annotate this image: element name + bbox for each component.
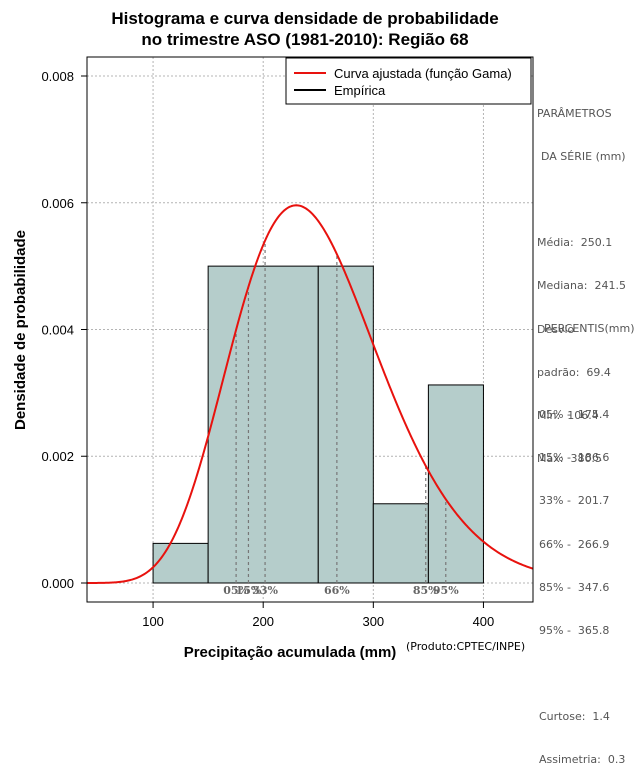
- gamma-curve: [87, 204, 534, 584]
- histogram-bar: [317, 265, 374, 584]
- legend-fitted-label: Curva ajustada (função Gama): [334, 66, 512, 81]
- stat-median: Mediana: 241.5: [537, 279, 626, 293]
- percentile-lines: 05%15%33% 66% 85%95%: [223, 240, 459, 597]
- y-tick-label: 0.006: [41, 196, 74, 211]
- axis-ticks: 100 200 300 400 0.000 0.002 0.004 0.006 0.008: [41, 69, 494, 629]
- percentile-95: 95% - 365.8: [539, 623, 610, 637]
- x-axis-label: Precipitação acumulada (mm): [184, 644, 397, 660]
- legend: Curva ajustada (função Gama) Empírica: [285, 57, 532, 105]
- series-parameters-panel: PARÂMETROS DA SÉRIE (mm) Média: 250.1 Me…: [537, 78, 626, 481]
- percentiles-heading: PERCENTIS(mm): [544, 321, 635, 335]
- histogram-bar: [152, 542, 209, 584]
- percentile-85: 85% - 347.6: [539, 580, 610, 594]
- stat-max: Máx: 380.5: [537, 452, 602, 466]
- percentile-66: 66% - 266.9: [539, 537, 610, 551]
- gamma-curve-line: [87, 204, 534, 584]
- histogram-bars: [152, 265, 484, 584]
- x-tick-label: 300: [362, 614, 384, 629]
- stat-mean: Média: 250.1: [537, 236, 613, 250]
- params-heading-2: DA SÉRIE (mm): [541, 150, 626, 164]
- histogram-bar: [372, 503, 429, 584]
- histogram-bar: [427, 384, 484, 584]
- y-tick-label: 0.008: [41, 69, 74, 84]
- y-tick-label: 0.002: [41, 449, 74, 464]
- y-tick-label: 0.004: [41, 323, 74, 338]
- legend-empirical-label: Empírica: [334, 83, 386, 98]
- histogram-chart: 05%15%33% 66% 85%95% 100 200 300 400 0.000 0.00…: [12, 56, 534, 660]
- percentile-label: 85%: [413, 584, 439, 597]
- legend-box: [285, 57, 532, 105]
- y-tick-label: 0.000: [41, 576, 74, 591]
- percentile-label: 05%: [223, 584, 249, 597]
- chart-title: Histograma e curva densidade de probabil…: [0, 8, 610, 50]
- percentile-33: 33% - 201.7: [539, 494, 610, 508]
- stat-kurtosis: Curtose: 1.4: [539, 709, 610, 723]
- percentile-label: 95%: [433, 584, 459, 597]
- stat-sd-line1: Desvio: [537, 322, 575, 336]
- percentile-05: 05% - 175.4: [539, 407, 610, 421]
- x-tick-label: 200: [252, 614, 274, 629]
- histogram-bar: [207, 265, 319, 584]
- params-heading-1: PARÂMETROS: [537, 106, 612, 120]
- product-credit: (Produto:CPTEC/INPE): [406, 640, 526, 653]
- stat-min: Mín: 106.4: [537, 408, 599, 422]
- chart-title-line2: no trimestre ASO (1981-2010): Região 68: [141, 30, 469, 49]
- y-axis-label: Densidade de probabilidade: [12, 230, 29, 430]
- x-tick-label: 100: [142, 614, 164, 629]
- stat-skewness: Assimetria: 0.3: [539, 753, 626, 767]
- percentiles-panel: PERCENTIS(mm) 05% - 175.4 15% - 186.6 33…: [537, 293, 635, 782]
- x-tick-label: 400: [473, 614, 495, 629]
- percentile-label: 33%: [252, 584, 278, 597]
- percentile-15: 15% - 186.6: [539, 451, 610, 465]
- percentile-label: 15%: [236, 584, 262, 597]
- percentile-label: 66%: [324, 584, 350, 597]
- chart-title-line1: Histograma e curva densidade de probabil…: [111, 9, 499, 28]
- stat-sd-line2: padrão: 69.4: [537, 365, 611, 379]
